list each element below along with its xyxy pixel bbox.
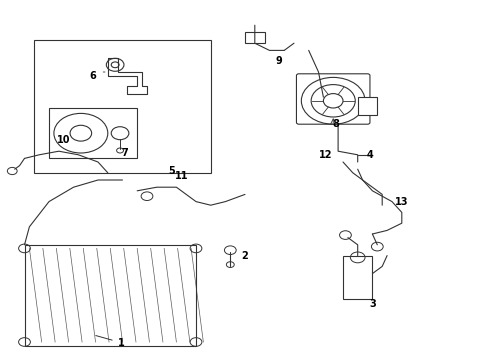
Text: 2: 2 — [242, 251, 248, 261]
Bar — [343, 256, 372, 299]
Text: 1: 1 — [96, 336, 124, 348]
Bar — [34, 40, 211, 173]
Text: 4: 4 — [367, 150, 373, 160]
Bar — [24, 245, 196, 346]
Text: 9: 9 — [276, 56, 283, 66]
Text: 7: 7 — [122, 148, 128, 158]
Bar — [245, 32, 265, 43]
Text: 12: 12 — [319, 150, 333, 160]
Bar — [358, 97, 377, 115]
Bar — [49, 108, 137, 158]
Text: 11: 11 — [174, 171, 188, 181]
FancyBboxPatch shape — [296, 74, 370, 124]
Text: 8: 8 — [332, 119, 339, 129]
Text: 3: 3 — [369, 299, 376, 309]
Text: 5: 5 — [168, 166, 175, 176]
Text: 10: 10 — [57, 135, 71, 145]
Text: 6: 6 — [90, 71, 97, 81]
Text: 13: 13 — [395, 197, 409, 207]
